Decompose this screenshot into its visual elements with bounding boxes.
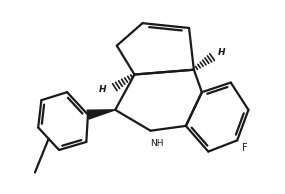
Polygon shape (87, 110, 115, 119)
Text: NH: NH (150, 139, 164, 148)
Text: H: H (99, 85, 107, 94)
Text: F: F (242, 143, 248, 153)
Text: H: H (218, 48, 225, 57)
